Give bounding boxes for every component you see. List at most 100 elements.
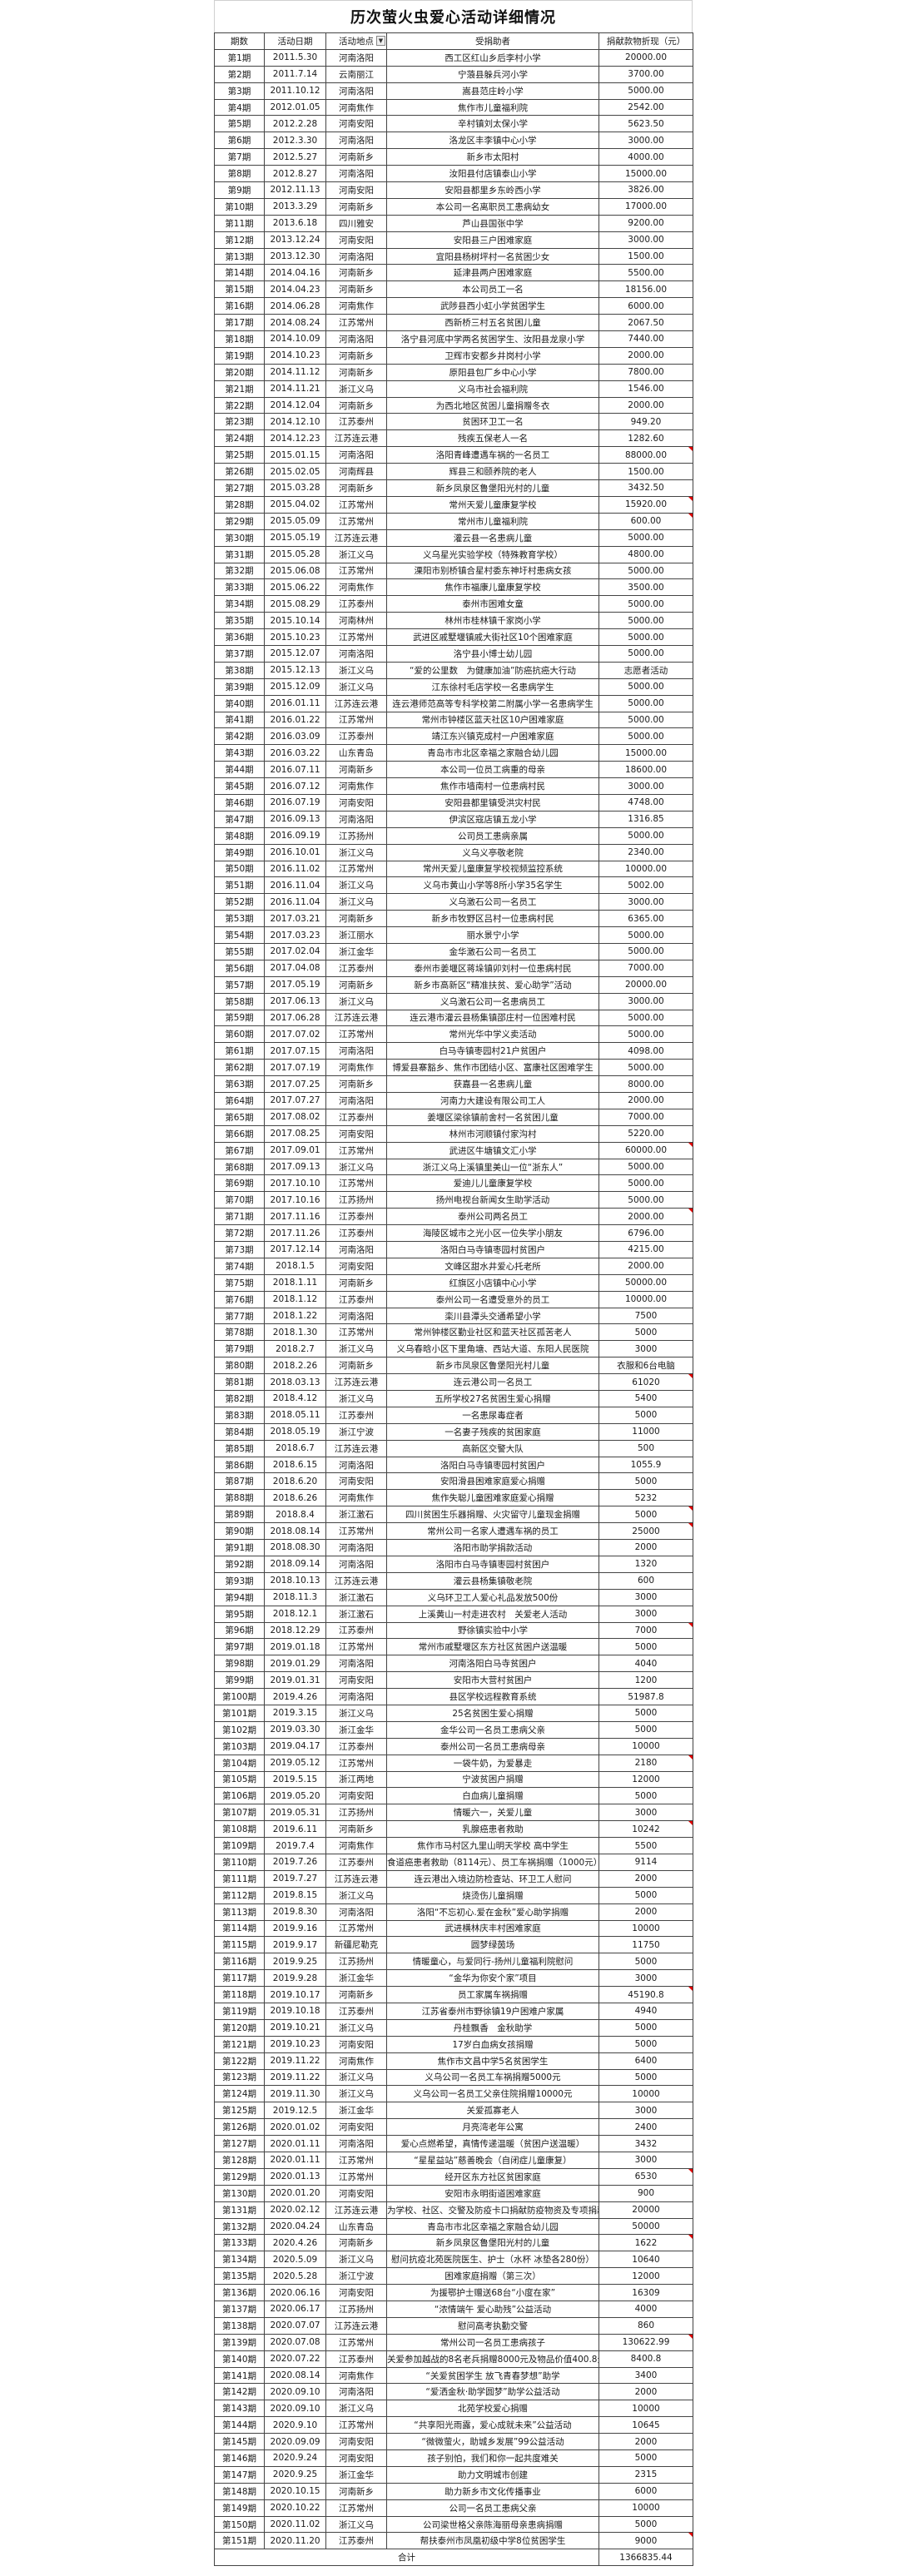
amount-cell[interactable]: 1316.85 xyxy=(599,810,693,828)
period-cell[interactable]: 第33期 xyxy=(214,578,265,597)
period-cell[interactable]: 第129期 xyxy=(214,2167,265,2186)
amount-cell[interactable]: 20000.00 xyxy=(599,48,693,67)
location-cell[interactable]: 江苏常州 xyxy=(325,1754,387,1772)
period-cell[interactable]: 第84期 xyxy=(214,1422,265,1441)
recipient-cell[interactable]: 常州公司一名员工患病孩子 xyxy=(386,2333,599,2351)
location-cell[interactable]: 河南辉县 xyxy=(325,463,387,481)
amount-cell[interactable]: 20000 xyxy=(599,2201,693,2219)
comment-indicator-icon[interactable] xyxy=(688,1987,693,1992)
period-cell[interactable]: 第66期 xyxy=(214,1124,265,1143)
recipient-cell[interactable]: 靖江东兴镇克成村一户困难家庭 xyxy=(386,727,599,746)
amount-cell[interactable]: 4040 xyxy=(599,1655,693,1673)
recipient-cell[interactable]: 灌云县一名患病儿童 xyxy=(386,529,599,547)
date-cell[interactable]: 2020.09.09 xyxy=(264,2433,326,2451)
period-cell[interactable]: 第73期 xyxy=(214,1241,265,1258)
comment-indicator-icon[interactable] xyxy=(688,2235,693,2240)
recipient-cell[interactable]: 文峰区甜水井爱心托老所 xyxy=(386,1257,599,1275)
amount-cell[interactable]: 3000 xyxy=(599,1804,693,1822)
period-cell[interactable]: 第34期 xyxy=(214,595,265,613)
recipient-cell[interactable]: 金华公司一名员工患病父亲 xyxy=(386,1720,599,1739)
amount-cell[interactable]: 5000.00 xyxy=(599,826,693,845)
recipient-cell[interactable]: 江东徐村毛店学校一名患病学生 xyxy=(386,678,599,696)
recipient-cell[interactable]: 安阳市大营村贫困户 xyxy=(386,1671,599,1690)
amount-cell[interactable]: 51987.8 xyxy=(599,1688,693,1705)
comment-indicator-icon[interactable] xyxy=(688,497,693,501)
date-cell[interactable]: 2018.4.12 xyxy=(264,1390,326,1407)
period-cell[interactable]: 第130期 xyxy=(214,2184,265,2202)
amount-cell[interactable]: 2000 xyxy=(599,1903,693,1921)
date-cell[interactable]: 2013.12.30 xyxy=(264,247,326,266)
amount-cell[interactable]: 4748.00 xyxy=(599,793,693,812)
amount-cell[interactable]: 18156.00 xyxy=(599,280,693,299)
period-cell[interactable]: 第41期 xyxy=(214,711,265,729)
amount-cell[interactable]: 10242 xyxy=(599,1820,693,1839)
amount-cell[interactable]: 11750 xyxy=(599,1936,693,1954)
location-cell[interactable]: 河南新乡 xyxy=(325,1820,387,1839)
amount-cell[interactable]: 5000 xyxy=(599,2068,693,2087)
period-cell[interactable]: 第57期 xyxy=(214,975,265,994)
recipient-cell[interactable]: 情暖六一，关爱儿童 xyxy=(386,1804,599,1822)
amount-cell[interactable]: 3700.00 xyxy=(599,65,693,83)
recipient-cell[interactable]: 助力文明城市创建 xyxy=(386,2465,599,2484)
period-cell[interactable]: 第97期 xyxy=(214,1638,265,1656)
period-cell[interactable]: 第65期 xyxy=(214,1108,265,1126)
location-cell[interactable]: 江苏连云港 xyxy=(325,1869,387,1888)
date-cell[interactable]: 2018.08.30 xyxy=(264,1539,326,1556)
location-cell[interactable]: 河南洛阳 xyxy=(325,1307,387,1325)
period-cell[interactable]: 第17期 xyxy=(214,314,265,332)
amount-cell[interactable]: 5232 xyxy=(599,1489,693,1507)
amount-cell[interactable]: 17000.00 xyxy=(599,197,693,216)
amount-cell[interactable]: 5000 xyxy=(599,1953,693,1971)
period-cell[interactable]: 第88期 xyxy=(214,1489,265,1507)
recipient-cell[interactable]: “共享阳光雨露，爱心成就未来”公益活动 xyxy=(386,2416,599,2435)
location-cell[interactable]: 河南新乡 xyxy=(325,148,387,166)
comment-indicator-icon[interactable] xyxy=(688,2335,693,2339)
amount-cell[interactable]: 5000.00 xyxy=(599,1174,693,1193)
period-cell[interactable]: 第15期 xyxy=(214,280,265,299)
amount-cell[interactable]: 130622.99 xyxy=(599,2333,693,2351)
recipient-cell[interactable]: 焦作市儿童福利院 xyxy=(386,98,599,117)
recipient-cell[interactable]: 五所学校27名贫困生爱心捐赠 xyxy=(386,1390,599,1407)
date-cell[interactable]: 2017.09.13 xyxy=(264,1158,326,1176)
period-cell[interactable]: 第4期 xyxy=(214,98,265,117)
comment-indicator-icon[interactable] xyxy=(688,1755,693,1760)
location-cell[interactable]: 河南洛阳 xyxy=(325,1539,387,1556)
recipient-cell[interactable]: 白马寺镇枣园村21户贫困户 xyxy=(386,1042,599,1060)
period-cell[interactable]: 第55期 xyxy=(214,942,265,960)
period-cell[interactable]: 第14期 xyxy=(214,264,265,282)
date-cell[interactable]: 2015.05.19 xyxy=(264,529,326,547)
recipient-cell[interactable]: 残疾五保老人一名 xyxy=(386,429,599,448)
location-cell[interactable]: 江苏泰州 xyxy=(325,595,387,613)
recipient-cell[interactable]: 新乡市凤泉区鲁堡阳光村儿童 xyxy=(386,1357,599,1375)
location-cell[interactable]: 浙江义乌 xyxy=(325,545,387,563)
location-cell[interactable]: 江苏泰州 xyxy=(325,2002,387,2020)
period-cell[interactable]: 第143期 xyxy=(214,2400,265,2418)
amount-cell[interactable]: 5000.00 xyxy=(599,562,693,580)
date-cell[interactable]: 2020.01.20 xyxy=(264,2184,326,2202)
recipient-cell[interactable]: 泰州公司两名员工 xyxy=(386,1208,599,1226)
period-cell[interactable]: 第145期 xyxy=(214,2433,265,2451)
date-cell[interactable]: 2019.3.15 xyxy=(264,1704,326,1722)
amount-cell[interactable]: 11000 xyxy=(599,1422,693,1441)
period-cell[interactable]: 第134期 xyxy=(214,2251,265,2269)
date-cell[interactable]: 2017.07.25 xyxy=(264,1075,326,1093)
comment-indicator-icon[interactable] xyxy=(688,447,693,452)
location-cell[interactable]: 河南洛阳 xyxy=(325,48,387,67)
recipient-cell[interactable]: 一名妻子残疾的贫困家庭 xyxy=(386,1422,599,1441)
comment-indicator-icon[interactable] xyxy=(688,1622,693,1627)
amount-cell[interactable]: 9114 xyxy=(599,1853,693,1871)
period-cell[interactable]: 第1期 xyxy=(214,48,265,67)
date-cell[interactable]: 2015.10.23 xyxy=(264,628,326,646)
location-cell[interactable]: 河南洛阳 xyxy=(325,446,387,464)
location-cell[interactable]: 河南焦作 xyxy=(325,1059,387,1077)
recipient-cell[interactable]: 义乌市黄山小学等8所小学35名学生 xyxy=(386,876,599,895)
amount-cell[interactable]: 6365.00 xyxy=(599,910,693,928)
recipient-cell[interactable]: 爱迪儿儿童康复学校 xyxy=(386,1174,599,1193)
period-cell[interactable]: 第110期 xyxy=(214,1853,265,1871)
recipient-cell[interactable]: 贫困环卫工一名 xyxy=(386,413,599,431)
amount-cell[interactable]: 5000.00 xyxy=(599,1158,693,1176)
amount-cell[interactable]: 5000.00 xyxy=(599,1059,693,1077)
location-cell[interactable]: 河南洛阳 xyxy=(325,1655,387,1673)
recipient-cell[interactable]: 本公司一名离职员工患病幼女 xyxy=(386,197,599,216)
recipient-cell[interactable]: 烧烫伤儿童捐赠 xyxy=(386,1886,599,1904)
